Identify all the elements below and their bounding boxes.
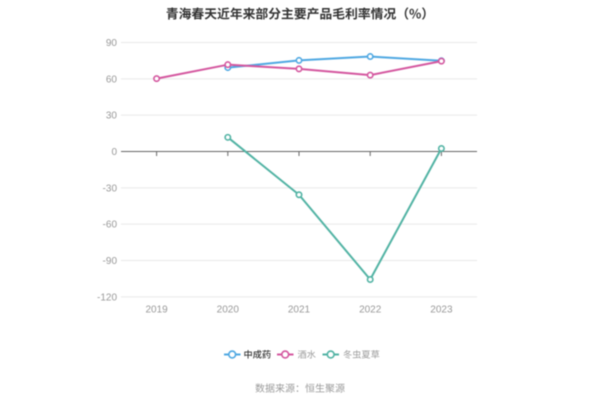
svg-text:2020: 2020	[217, 305, 240, 316]
svg-text:2019: 2019	[145, 305, 168, 316]
svg-text:-90: -90	[103, 256, 118, 267]
svg-text:-60: -60	[103, 220, 118, 231]
svg-text:-30: -30	[103, 183, 118, 194]
svg-text:2023: 2023	[430, 305, 453, 316]
svg-text:60: 60	[106, 74, 118, 85]
svg-text:30: 30	[106, 111, 118, 122]
svg-text:90: 90	[106, 38, 118, 49]
svg-text:0: 0	[111, 147, 117, 158]
svg-text:-120: -120	[97, 292, 117, 303]
svg-text:2021: 2021	[288, 305, 311, 316]
svg-text:2022: 2022	[359, 305, 382, 316]
